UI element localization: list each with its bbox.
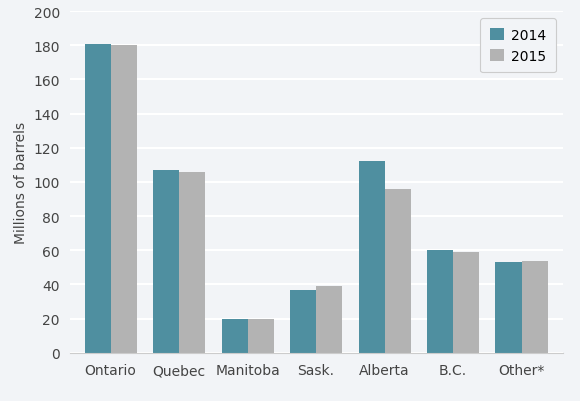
- Bar: [153, 170, 179, 353]
- Bar: [358, 162, 385, 353]
- Bar: [85, 45, 111, 353]
- Bar: [111, 46, 137, 353]
- Bar: [222, 319, 248, 353]
- Bar: [248, 319, 274, 353]
- Y-axis label: Millions of barrels: Millions of barrels: [14, 122, 28, 243]
- Bar: [495, 263, 521, 353]
- Bar: [453, 252, 479, 353]
- Bar: [179, 172, 205, 353]
- Bar: [385, 189, 411, 353]
- Bar: [427, 251, 453, 353]
- Bar: [521, 261, 548, 353]
- Bar: [316, 286, 342, 353]
- Bar: [290, 290, 316, 353]
- Legend: 2014, 2015: 2014, 2015: [480, 19, 556, 73]
